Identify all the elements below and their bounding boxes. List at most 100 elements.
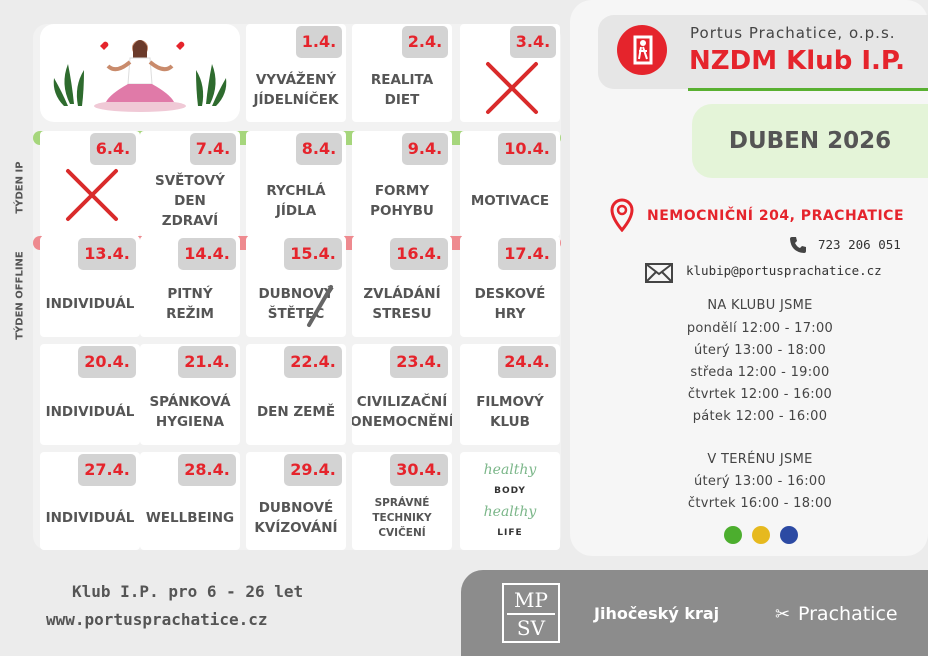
info-panel: [570, 0, 928, 556]
date-badge: 15.4.: [284, 238, 342, 270]
field-hours-0: úterý 13:00 - 16:00: [693, 474, 827, 489]
date-badge: 23.4.: [390, 346, 448, 378]
date-badge: 20.4.: [78, 346, 136, 378]
club-hours-0: pondělí 12:00 - 17:00: [686, 321, 834, 336]
region-logo: Jihočeský kraj: [594, 604, 720, 623]
activity-label: SPÁNKOVÁ HYGIENA: [149, 393, 231, 430]
date-badge: 7.4.: [190, 133, 236, 165]
activity-label: INDIVIDUÁL: [45, 403, 135, 420]
life-word: LIFE: [497, 528, 523, 538]
activity-label: FORMY POHYBU: [370, 183, 434, 219]
green-dot: [724, 526, 742, 544]
activity-label: DUBNOVÝ ŠTĚTEC: [258, 285, 334, 322]
calendar-day-cell: 29.4. DUBNOVÉ KVÍZOVÁNÍ: [246, 452, 346, 550]
calendar-day-cell: 16.4. ZVLÁDÁNÍ STRESU: [352, 236, 452, 337]
calendar-day-cell: 22.4. DEN ZEMĚ: [246, 344, 346, 445]
club-hours-2: středa 12:00 - 19:00: [690, 365, 830, 380]
calendar-day-cell: 30.4. SPRÁVNÉ TECHNIKY CVIČENÍ: [352, 452, 452, 550]
date-badge: 29.4.: [284, 454, 342, 486]
location-icon: [609, 198, 635, 236]
calendar-day-cell: 1.4. VYVÁŽENÝ JÍDELNÍČEK: [246, 24, 346, 122]
calendar-day-cell: 10.4. MOTIVACE: [460, 131, 560, 237]
calendar-day-cell: 9.4. FORMY POHYBU: [352, 131, 452, 237]
date-badge: 17.4.: [498, 238, 556, 270]
date-badge: 2.4.: [402, 26, 448, 58]
calendar-day-cell: 17.4. DESKOVÉ HRY: [460, 236, 560, 337]
club-hours-3: čtvrtek 12:00 - 16:00: [687, 387, 833, 402]
date-badge: 6.4.: [90, 133, 136, 165]
club-hours-1: úterý 13:00 - 18:00: [693, 343, 827, 358]
activity-label: RYCHLÁ JÍDLA: [266, 183, 326, 219]
date-badge: 13.4.: [78, 238, 136, 270]
yellow-dot: [752, 526, 770, 544]
activity-label: CIVILIZAČNÍ ONEMOCNĚNÍ: [352, 393, 452, 430]
calendar-day-cell: 21.4. SPÁNKOVÁ HYGIENA: [140, 344, 240, 445]
club-hours-title: NA KLUBU JSME: [707, 298, 813, 313]
cancelled-x-icon: [66, 169, 118, 221]
activity-label: WELLBEING: [145, 510, 235, 526]
calendar-day-cell: 6.4.: [40, 131, 140, 237]
date-badge: 22.4.: [284, 346, 342, 378]
body-word: BODY: [494, 486, 526, 496]
logo-icon: [617, 25, 667, 75]
club-hours-4: pátek 12:00 - 16:00: [692, 409, 828, 424]
date-badge: 8.4.: [296, 133, 342, 165]
cancelled-x-icon: [486, 62, 538, 114]
week-offline-label: TÝDEN OFFLINE: [14, 251, 26, 340]
healthy-word-1: healthy: [483, 462, 537, 478]
activity-label: VYVÁŽENÝ JÍDELNÍČEK: [253, 72, 339, 108]
date-badge: 21.4.: [178, 346, 236, 378]
activity-label: ZVLÁDÁNÍ STRESU: [363, 285, 441, 322]
calendar-day-cell: 24.4. FILMOVÝ KLUB: [460, 344, 560, 445]
prachatice-icon: ✂: [775, 604, 791, 625]
calendar-day-cell: 20.4. INDIVIDUÁL: [40, 344, 140, 445]
activity-label: INDIVIDUÁL: [45, 510, 135, 526]
activity-label: INDIVIDUÁL: [45, 295, 135, 312]
activity-label: SPRÁVNÉ TECHNIKY CVIČENÍ: [372, 496, 432, 539]
date-badge: 28.4.: [178, 454, 236, 486]
calendar-day-cell: 15.4. DUBNOVÝ ŠTĚTEC: [246, 236, 346, 337]
logo-underline: [688, 88, 928, 91]
mail-icon: [645, 263, 673, 287]
date-badge: 9.4.: [402, 133, 448, 165]
activity-label: DESKOVÉ HRY: [474, 285, 546, 322]
date-badge: 10.4.: [498, 133, 556, 165]
yoga-illustration: [40, 24, 240, 122]
field-hours-title: V TERÉNU JSME: [707, 452, 813, 467]
calendar-day-cell: 27.4. INDIVIDUÁL: [40, 452, 140, 550]
calendar-day-cell: 13.4. INDIVIDUÁL: [40, 236, 140, 337]
date-badge: 3.4.: [510, 26, 556, 58]
mpsv-logo: MP SV: [502, 583, 560, 643]
phone-icon: [788, 235, 808, 260]
healthy-word-2: healthy: [483, 504, 537, 520]
activity-label: PITNÝ REŽIM: [166, 285, 214, 322]
age-info: Klub I.P. pro 6 - 26 let: [72, 582, 304, 601]
calendar-day-cell: 28.4. WELLBEING: [140, 452, 240, 550]
blue-dot: [780, 526, 798, 544]
mpsv-line-2: SV: [516, 616, 546, 640]
date-badge: 24.4.: [498, 346, 556, 378]
activity-label: MOTIVACE: [470, 193, 550, 209]
week-ip-label: TÝDEN IP: [14, 161, 26, 214]
date-badge: 14.4.: [178, 238, 236, 270]
calendar-day-cell: 23.4. CIVILIZAČNÍ ONEMOCNĚNÍ: [352, 344, 452, 445]
calendar-day-cell: 14.4. PITNÝ REŽIM: [140, 236, 240, 337]
healthy-body-life-graphic: healthy BODY healthy LIFE: [460, 452, 560, 550]
mpsv-line-1: MP: [507, 587, 555, 615]
club-name: NZDM Klub I.P.: [689, 46, 906, 76]
date-badge: 30.4.: [390, 454, 448, 486]
activity-label: DEN ZEMĚ: [256, 403, 336, 420]
date-badge: 16.4.: [390, 238, 448, 270]
org-name: Portus Prachatice, o.p.s.: [690, 24, 896, 42]
calendar-day-cell: 2.4. REALITA DIET: [352, 24, 452, 122]
activity-label: SVĚTOVÝ DEN ZDRAVÍ: [155, 173, 225, 229]
calendar-day-cell: 3.4.: [460, 24, 560, 122]
activity-label: REALITA DIET: [370, 72, 434, 108]
email: klubip@portusprachatice.cz: [686, 263, 882, 278]
website-link[interactable]: www.portusprachatice.cz: [46, 610, 268, 629]
activity-label: DUBNOVÉ KVÍZOVÁNÍ: [254, 500, 338, 536]
month-title: DUBEN 2026: [692, 104, 928, 178]
calendar-day-cell: 8.4. RYCHLÁ JÍDLA: [246, 131, 346, 237]
activity-label: FILMOVÝ KLUB: [476, 393, 544, 430]
field-hours-1: čtvrtek 16:00 - 18:00: [687, 496, 833, 511]
